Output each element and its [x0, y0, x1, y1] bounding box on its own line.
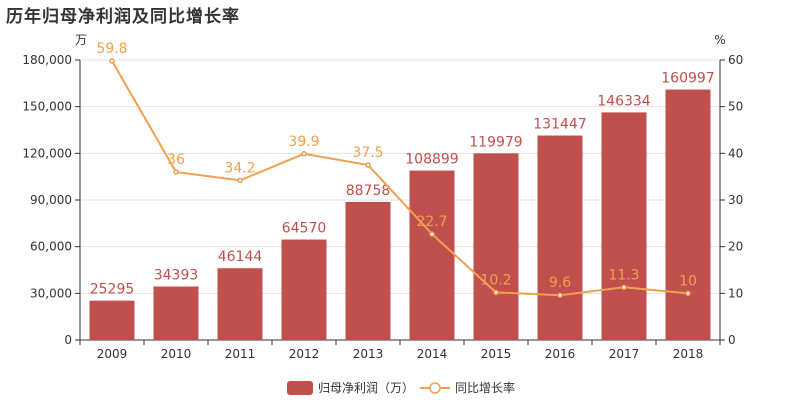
- left-axis-tick-label: 60,000: [30, 240, 72, 254]
- legend-line-marker: [429, 382, 441, 394]
- line-point: [621, 284, 627, 291]
- bar-value-label: 25295: [90, 282, 135, 298]
- line-point: [429, 231, 435, 237]
- bar: [665, 89, 711, 341]
- line-value-label: 36: [167, 152, 185, 168]
- line-value-label: 9.6: [549, 275, 571, 291]
- line-point: [365, 162, 371, 168]
- bar: [89, 300, 135, 340]
- x-axis-tick-label: 2016: [545, 347, 576, 361]
- line-value-label: 39.9: [288, 134, 319, 150]
- right-axis-tick-label: 0: [728, 333, 736, 347]
- growth-rate-line: [111, 60, 689, 297]
- bar-value-label: 64570: [282, 221, 327, 237]
- bar: [409, 170, 455, 340]
- right-axis-tick-label: 40: [728, 146, 743, 160]
- x-axis-tick-label: 2014: [417, 347, 448, 361]
- line-value-label: 37.5: [352, 145, 383, 161]
- x-axis-tick-label: 2010: [161, 347, 192, 361]
- legend-bar-swatch: [287, 381, 313, 395]
- right-axis-tick-label: 20: [728, 240, 743, 254]
- left-axis-tick-label: 90,000: [30, 193, 72, 207]
- x-axis-tick-label: 2012: [289, 347, 320, 361]
- line-value-label: 10: [679, 273, 697, 289]
- line-value-label: 22.7: [416, 214, 447, 230]
- x-axis-tick-label: 2011: [225, 347, 256, 361]
- line-value-label: 11.3: [608, 267, 639, 283]
- x-axis-tick-label: 2015: [481, 347, 512, 361]
- x-axis-tick-label: 2018: [673, 347, 704, 361]
- bar: [601, 112, 647, 341]
- left-axis-unit: 万: [75, 33, 87, 47]
- bar: [345, 201, 391, 340]
- line-value-label: 34.2: [224, 160, 255, 176]
- left-axis-tick-label: 150,000: [22, 100, 72, 114]
- bar-value-label: 108899: [405, 152, 458, 168]
- left-axis-tick-label: 180,000: [22, 53, 72, 67]
- x-axis-tick-label: 2013: [353, 347, 384, 361]
- x-axis-tick-label: 2009: [97, 347, 128, 361]
- line-point: [493, 289, 499, 296]
- bar: [537, 135, 583, 340]
- line-point: [301, 151, 307, 157]
- left-axis-tick-label: 30,000: [30, 286, 72, 300]
- bar-value-label: 146334: [597, 93, 651, 109]
- bar: [281, 239, 327, 340]
- left-axis-tick-label: 0: [64, 333, 72, 347]
- bar-value-label: 88758: [346, 183, 391, 199]
- bar-value-label: 34393: [154, 267, 199, 283]
- line-point: [173, 169, 179, 175]
- right-axis-tick-label: 30: [728, 193, 743, 207]
- chart-title: 历年归母净利润及同比增长率: [6, 7, 240, 27]
- line-point: [109, 58, 115, 64]
- line-point: [557, 292, 563, 298]
- right-axis-tick-label: 60: [728, 53, 743, 67]
- x-axis-tick-label: 2017: [609, 347, 640, 361]
- left-axis-tick-label: 120,000: [22, 146, 72, 160]
- right-axis-tick-label: 10: [728, 286, 743, 300]
- bar-value-label: 46144: [218, 249, 263, 265]
- legend-bar-label: 归母净利润（万）: [318, 381, 414, 395]
- line-value-label: 10.2: [480, 272, 511, 288]
- bar-value-label: 131447: [533, 117, 586, 133]
- bar-value-label: 119979: [469, 134, 522, 150]
- line-point: [685, 290, 691, 297]
- bar-value-label: 160997: [661, 71, 714, 87]
- right-axis-unit: %: [714, 33, 725, 47]
- bar: [217, 268, 263, 340]
- legend-line-label: 同比增长率: [455, 380, 515, 395]
- line-value-label: 59.8: [96, 41, 127, 57]
- bar: [473, 153, 519, 340]
- line-point: [237, 177, 243, 184]
- bar: [153, 286, 199, 340]
- right-axis-tick-label: 50: [728, 100, 743, 114]
